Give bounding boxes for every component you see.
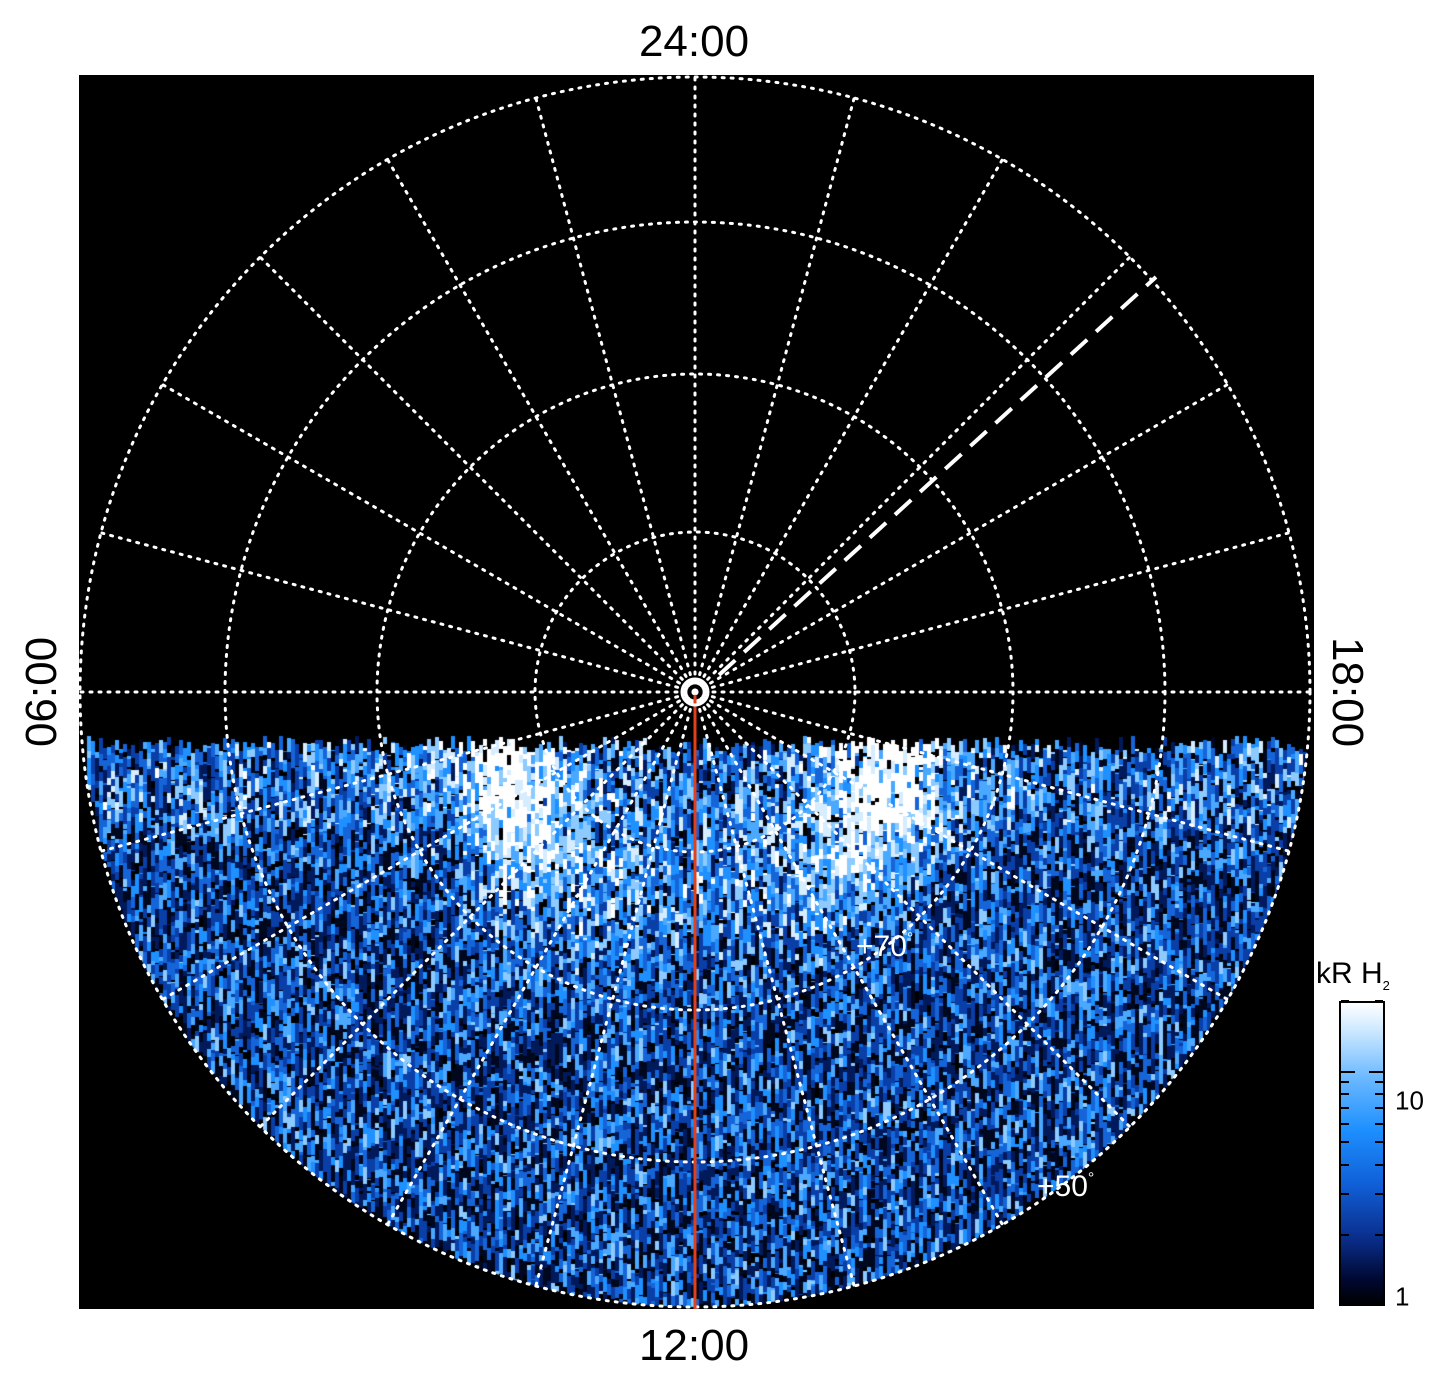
colorbar-minor-tick — [1375, 1193, 1383, 1196]
sun-icon-center — [692, 689, 698, 695]
colorbar-minor-tick — [1375, 1081, 1383, 1084]
meridian-line — [693, 690, 1132, 1129]
colorbar-minor-tick — [1341, 1106, 1349, 1109]
local-time-label-bottom: 12:00 — [638, 1321, 750, 1370]
meridian-line — [693, 157, 1004, 694]
reference-dashed-line — [717, 275, 1158, 677]
meridian-line — [693, 531, 1291, 694]
polar-projection-plot: +70° +50° — [79, 75, 1314, 1309]
meridian-line — [693, 690, 1230, 1001]
meridian-line — [386, 690, 697, 1227]
latitude-label-outer: +50° — [1037, 1170, 1095, 1203]
sun-icon — [680, 677, 710, 707]
colorbar-minor-tick — [1341, 1193, 1349, 1196]
colorbar-tick-1: 1 — [1395, 1281, 1410, 1312]
colorbar-minor-tick — [1375, 1093, 1383, 1096]
meridian-line — [160, 690, 697, 1001]
meridian-line — [693, 383, 1230, 694]
meridian-line — [693, 690, 1004, 1227]
meridian-line — [693, 255, 1132, 694]
latitude-label-inner: +70° — [856, 930, 914, 963]
colorbar-minor-tick — [1375, 1163, 1383, 1166]
colorbar — [1339, 1001, 1385, 1306]
local-time-label-top: 24:00 — [638, 17, 750, 66]
colorbar-minor-tick — [1341, 1122, 1349, 1125]
local-time-label-right: 18:00 — [1323, 636, 1372, 748]
colorbar-minor-tick — [1375, 1000, 1383, 1002]
colorbar-minor-tick — [1341, 1070, 1355, 1073]
colorbar-title: kR H2 — [1316, 957, 1390, 993]
meridian-line — [693, 690, 1291, 853]
colorbar-minor-tick — [1369, 1070, 1383, 1073]
meridian-line — [99, 690, 697, 853]
colorbar-minor-tick — [1375, 1234, 1383, 1237]
colorbar-minor-tick — [1375, 1122, 1383, 1125]
colorbar-minor-tick — [1375, 1141, 1383, 1144]
meridian-line — [258, 690, 697, 1129]
meridian-line — [693, 690, 856, 1288]
meridian-line — [258, 255, 697, 694]
meridian-line — [534, 690, 697, 1288]
colorbar-minor-tick — [1341, 1163, 1349, 1166]
colorbar-minor-tick — [1341, 1093, 1349, 1096]
colorbar-minor-tick — [1341, 1234, 1349, 1237]
meridian-line — [693, 96, 856, 694]
polar-grid-overlay — [79, 75, 1312, 1309]
colorbar-minor-tick — [1375, 1106, 1383, 1109]
meridian-line — [160, 383, 697, 694]
local-time-label-left: 06:00 — [17, 636, 66, 748]
colorbar-minor-tick — [1341, 1000, 1349, 1002]
colorbar-minor-tick — [1341, 1141, 1349, 1144]
meridian-line — [99, 531, 697, 694]
meridian-line — [386, 157, 697, 694]
meridian-line — [534, 96, 697, 694]
colorbar-minor-tick — [1341, 1081, 1349, 1084]
colorbar-tick-10: 10 — [1395, 1085, 1424, 1116]
